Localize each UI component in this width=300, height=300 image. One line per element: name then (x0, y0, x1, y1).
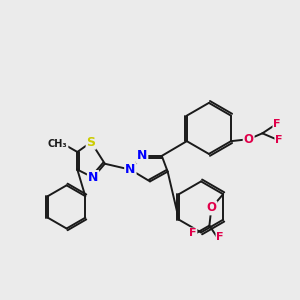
Text: F: F (216, 232, 224, 242)
Text: O: O (244, 133, 254, 146)
Text: N: N (88, 171, 98, 184)
Text: CH₃: CH₃ (48, 139, 68, 149)
Text: S: S (87, 136, 96, 148)
Text: N: N (137, 149, 147, 162)
Text: N: N (125, 163, 136, 176)
Text: F: F (275, 135, 283, 145)
Text: F: F (273, 119, 281, 130)
Text: F: F (189, 228, 196, 239)
Text: O: O (206, 201, 216, 214)
